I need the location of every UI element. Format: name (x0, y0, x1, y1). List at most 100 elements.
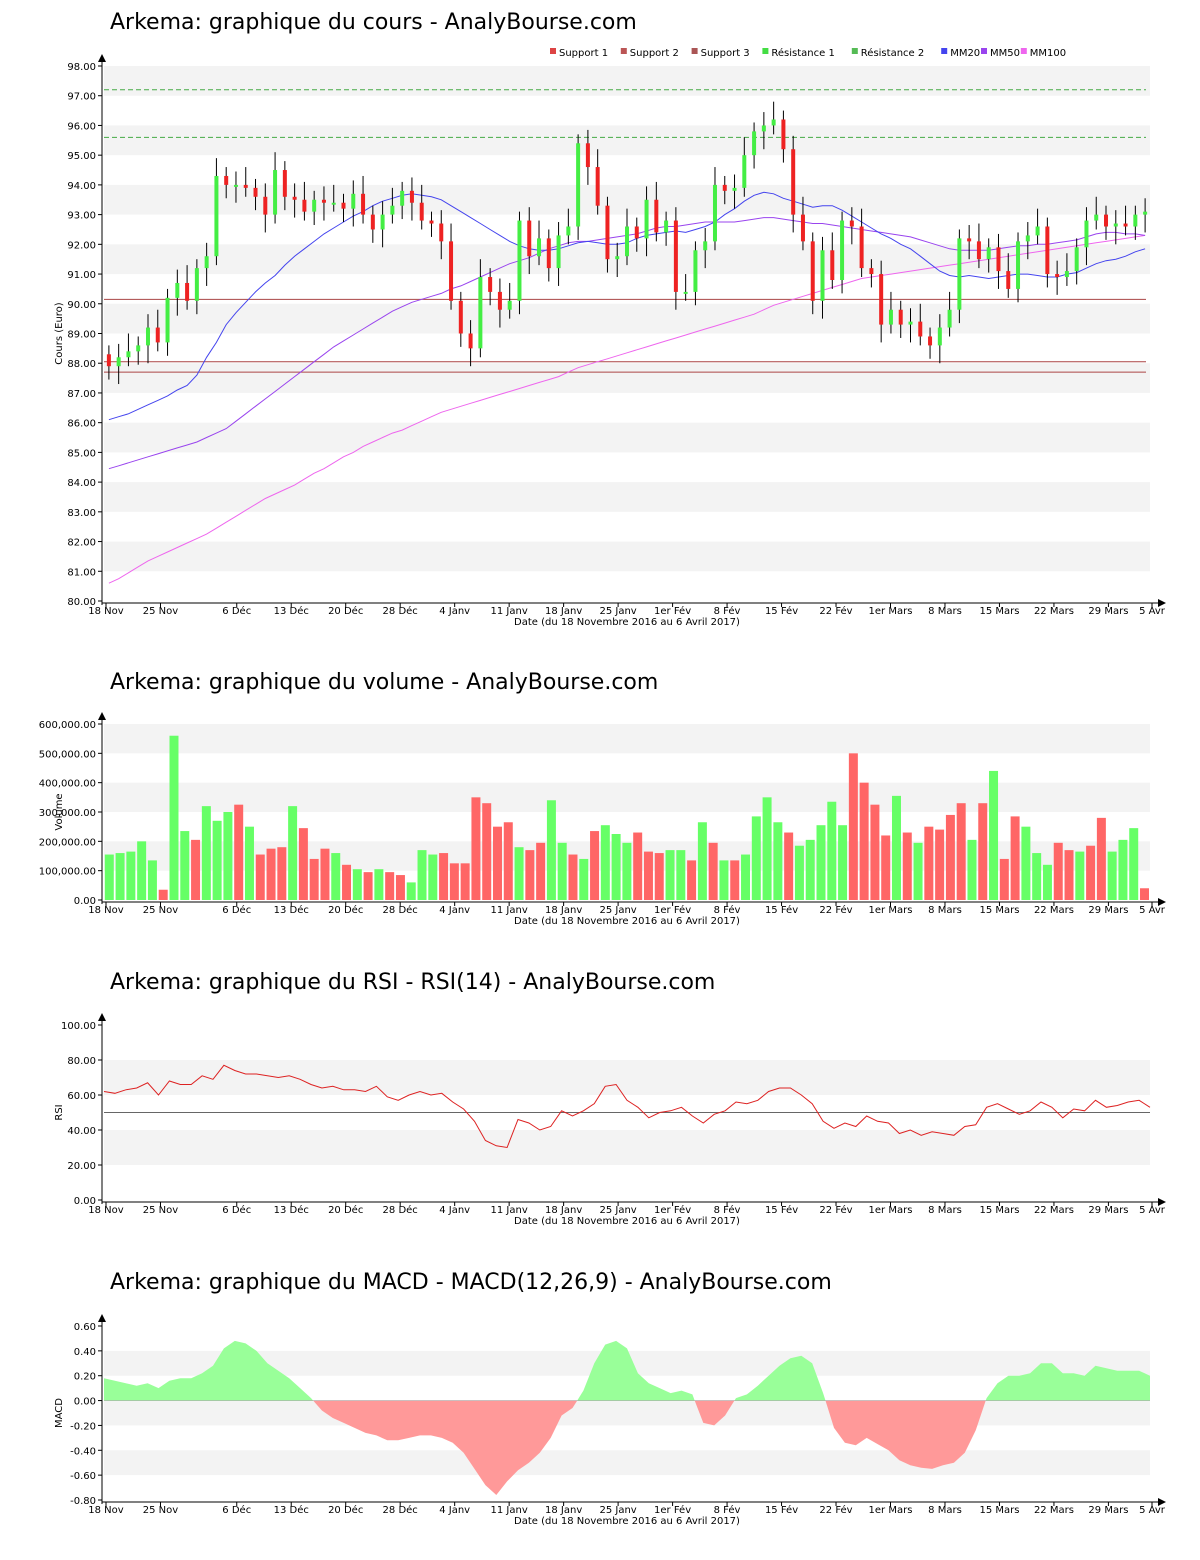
candle-body (967, 238, 972, 242)
legend-item: MM100 (1030, 48, 1066, 59)
rsi-x-tick-label: 15 Fév (765, 1204, 798, 1216)
price-x-tick-label: 15 Fév (765, 605, 798, 617)
candle-body (928, 336, 933, 346)
legend-item: Support 3 (701, 48, 750, 59)
price-y-tick-label: 84.00 (67, 478, 96, 489)
volume-bar (1096, 817, 1106, 900)
price-y-tick-label: 89.00 (67, 330, 96, 341)
price-chart-title: Arkema: graphique du cours - AnalyBourse… (110, 10, 637, 35)
rsi-y-tick-label: 60.00 (67, 1091, 96, 1102)
volume-bar (913, 842, 923, 900)
price-y-tick-label: 85.00 (67, 448, 96, 459)
volume-x-tick-label: 15 Fév (765, 904, 798, 916)
price-x-tick-label: 18 Nov (88, 606, 124, 617)
candle (654, 181, 659, 242)
candle (155, 309, 160, 352)
candle (1006, 253, 1011, 298)
candle-body (1074, 247, 1079, 272)
volume-bar (503, 822, 513, 900)
legend-swatch (981, 48, 987, 54)
volume-bar (536, 842, 546, 900)
rsi-x-tick-label: 4 Janv (439, 1205, 470, 1216)
candle (595, 149, 600, 215)
price-y-tick-label: 88.00 (67, 359, 96, 370)
volume-bar (1053, 842, 1063, 900)
candle (644, 186, 649, 257)
candle-body (116, 357, 121, 367)
macd-x-tick-label: 5 Avr (1139, 1505, 1166, 1516)
candle-body (537, 238, 542, 257)
price-grid-band (104, 482, 1150, 512)
candle (937, 314, 942, 364)
candle-body (1104, 214, 1109, 227)
macd-x-tick-label: 18 Janv (545, 1505, 582, 1516)
volume-bar (881, 835, 891, 900)
candle-body (800, 214, 805, 242)
macd-x-tick-label: 22 Mars (1034, 1505, 1074, 1516)
candle-body (869, 268, 874, 275)
candle-body (409, 190, 414, 203)
candle (517, 211, 522, 315)
candle (106, 345, 111, 380)
candle (1055, 260, 1060, 295)
volume-bar (1042, 864, 1052, 900)
candle (458, 291, 463, 347)
candle (703, 227, 708, 269)
candle-body (820, 250, 825, 301)
legend-swatch (550, 48, 556, 54)
rsi-x-tick-label: 25 Nov (143, 1205, 179, 1216)
candle (840, 211, 845, 294)
price-x-tick-label: 6 Déc (222, 605, 251, 617)
volume-bar (816, 825, 826, 900)
candle-body (1045, 226, 1050, 275)
price-x-tick-label: 22 Mars (1034, 606, 1074, 617)
volume-bar (137, 841, 147, 900)
volume-bar (956, 803, 966, 900)
candle (849, 207, 854, 245)
rsi-x-tick-label: 22 Mars (1034, 1205, 1074, 1216)
price-y-tick-label: 94.00 (67, 181, 96, 192)
volume-x-tick-label: 8 Mars (928, 905, 962, 916)
price-y-axis-label: Cours (Euro) (54, 302, 65, 365)
rsi-x-tick-label: 6 Déc (222, 1204, 251, 1216)
volume-bar (395, 875, 405, 900)
candle-body (468, 333, 473, 349)
volume-bar (794, 845, 804, 900)
candle (1094, 196, 1099, 230)
macd-y-tick-label: 0.00 (74, 1397, 96, 1408)
price-grid-band (104, 363, 1150, 393)
candle-body (849, 220, 854, 227)
candle-body (224, 175, 229, 185)
candle-body (546, 238, 551, 269)
candle (507, 282, 512, 319)
candle-body (810, 241, 815, 301)
candle-body (918, 321, 923, 337)
rsi-x-tick-label: 8 Fév (714, 1204, 741, 1216)
macd-chart-title: Arkema: graphique du MACD - MACD(12,26,9… (110, 1270, 832, 1295)
rsi-y-tick-label: 80.00 (67, 1056, 96, 1067)
rsi-x-tick-label: 13 Déc (274, 1204, 309, 1216)
candle (116, 343, 121, 385)
candle-body (282, 170, 287, 197)
macd-y-tick-label: -0.40 (70, 1446, 96, 1457)
candle-body (732, 187, 737, 191)
volume-bar (633, 832, 643, 900)
price-y-tick-label: 80.00 (67, 597, 96, 608)
volume-bar (1118, 839, 1128, 900)
candle-body (1064, 271, 1069, 278)
macd-x-tick-label: 28 Déc (383, 1504, 418, 1516)
volume-bar (665, 850, 675, 900)
price-grid-band (104, 422, 1150, 453)
candle-body (517, 220, 522, 301)
candle-body (908, 321, 913, 325)
volume-bar (288, 806, 298, 900)
candle (1016, 232, 1021, 303)
candle-body (761, 125, 766, 132)
volume-grid-band (104, 724, 1150, 754)
candle (341, 193, 346, 223)
candle-body (175, 282, 180, 298)
candle (771, 101, 776, 135)
price-x-tick-label: 15 Mars (979, 606, 1019, 617)
candle-body (165, 297, 170, 343)
candle-body (654, 199, 659, 233)
